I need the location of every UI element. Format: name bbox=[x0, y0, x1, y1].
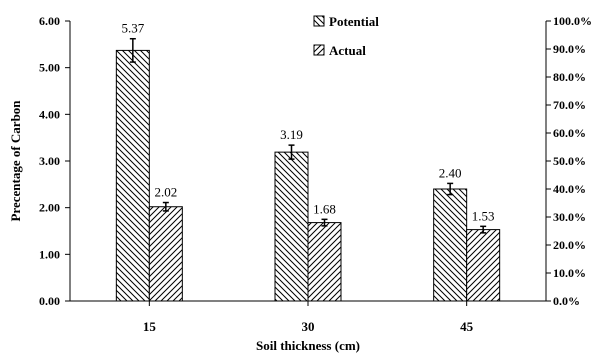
y-tick-label: 2.00 bbox=[39, 201, 60, 215]
y2-tick-label: 40.0% bbox=[553, 182, 586, 196]
y-tick-label: 6.00 bbox=[39, 14, 60, 28]
x-axis-label: Soil thickness (cm) bbox=[256, 338, 360, 353]
y-tick-label: 3.00 bbox=[39, 154, 60, 168]
bar-actual bbox=[148, 206, 183, 302]
y2-ticks: 0.0% 10.0% 20.0% 30.0% 40.0% 50.0% 60.0% 70.0% 8… bbox=[546, 14, 592, 308]
bars: 5.37 3.19 2.40 2.02 1.68 1.53 bbox=[115, 21, 501, 302]
y-tick-label: 0.00 bbox=[39, 294, 60, 308]
value-label-potential: 2.40 bbox=[439, 165, 462, 180]
legend: Potential Actual bbox=[313, 14, 379, 58]
x-ticks: 15 30 45 bbox=[143, 301, 474, 334]
legend-swatch-potential bbox=[313, 15, 325, 27]
x-tick-label: 30 bbox=[302, 319, 315, 334]
bar-actual bbox=[466, 229, 501, 302]
bar-potential bbox=[115, 49, 150, 302]
value-label-actual: 2.02 bbox=[154, 185, 177, 200]
y2-tick-label: 10.0% bbox=[553, 266, 586, 280]
y-ticks: 0.00 1.00 2.00 3.00 4.00 5.00 6.00 bbox=[39, 14, 70, 308]
value-label-actual: 1.53 bbox=[472, 208, 495, 223]
y2-tick-label: 50.0% bbox=[553, 154, 586, 168]
value-label-actual: 1.68 bbox=[313, 201, 336, 216]
y-tick-label: 1.00 bbox=[39, 247, 60, 261]
y2-tick-label: 30.0% bbox=[553, 210, 586, 224]
legend-label-actual: Actual bbox=[329, 43, 366, 58]
x-tick-label: 45 bbox=[460, 319, 474, 334]
legend-item-potential: Potential bbox=[313, 14, 379, 29]
bar-potential bbox=[274, 151, 309, 302]
legend-label-potential: Potential bbox=[329, 14, 379, 29]
y2-tick-label: 70.0% bbox=[553, 98, 586, 112]
legend-item-actual: Actual bbox=[313, 43, 366, 58]
bar-potential bbox=[433, 188, 468, 302]
y2-tick-label: 80.0% bbox=[553, 70, 586, 84]
y2-tick-label: 20.0% bbox=[553, 238, 586, 252]
value-label-potential: 3.19 bbox=[280, 127, 303, 142]
y2-tick-label: 100.0% bbox=[553, 14, 592, 28]
bar-actual bbox=[307, 222, 342, 302]
y-tick-label: 5.00 bbox=[39, 61, 60, 75]
y2-tick-label: 0.0% bbox=[553, 294, 580, 308]
value-label-potential: 5.37 bbox=[121, 21, 144, 36]
y-tick-label: 4.00 bbox=[39, 107, 60, 121]
y2-tick-label: 60.0% bbox=[553, 126, 586, 140]
x-tick-label: 15 bbox=[143, 319, 157, 334]
legend-swatch-actual bbox=[313, 44, 325, 56]
y2-tick-label: 90.0% bbox=[553, 42, 586, 56]
y-axis-label: Precentage of Carbon bbox=[8, 100, 23, 222]
